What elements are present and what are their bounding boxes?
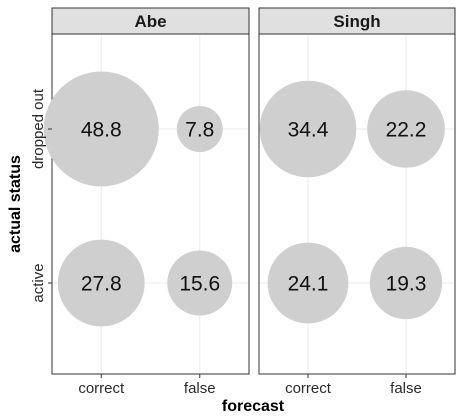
bubble: [259, 80, 357, 178]
x-tick-label: false: [390, 380, 422, 397]
data-label: 15.6: [179, 273, 220, 296]
data-label: 27.8: [81, 273, 122, 296]
y-axis-title: actual status: [7, 155, 24, 253]
facet-title-singh: Singh: [333, 12, 380, 31]
data-label: 22.2: [386, 119, 427, 142]
data-label: 48.8: [81, 119, 122, 142]
facet-title-abe: Abe: [134, 12, 166, 31]
facet-strip-singh: [258, 7, 456, 35]
x-tick-label: correct: [78, 380, 125, 397]
facet-strip-abe: [51, 7, 250, 35]
x-tick-label: false: [184, 380, 216, 397]
data-label: 24.1: [288, 273, 329, 296]
data-label: 19.3: [386, 273, 427, 296]
bubble: [43, 71, 159, 187]
y-tick-label: active: [30, 263, 47, 302]
x-tick-label: correct: [285, 380, 332, 397]
bubble: [267, 242, 349, 324]
bubble: [367, 90, 445, 168]
y-tick-label: dropped out: [30, 88, 47, 169]
bubble: [167, 250, 233, 316]
data-label: 34.4: [288, 119, 329, 142]
x-axis-title: forecast: [222, 398, 285, 415]
bubble: [176, 106, 223, 152]
bubble: [369, 246, 443, 320]
data-label: 7.8: [185, 119, 214, 142]
bubble: [57, 239, 145, 327]
